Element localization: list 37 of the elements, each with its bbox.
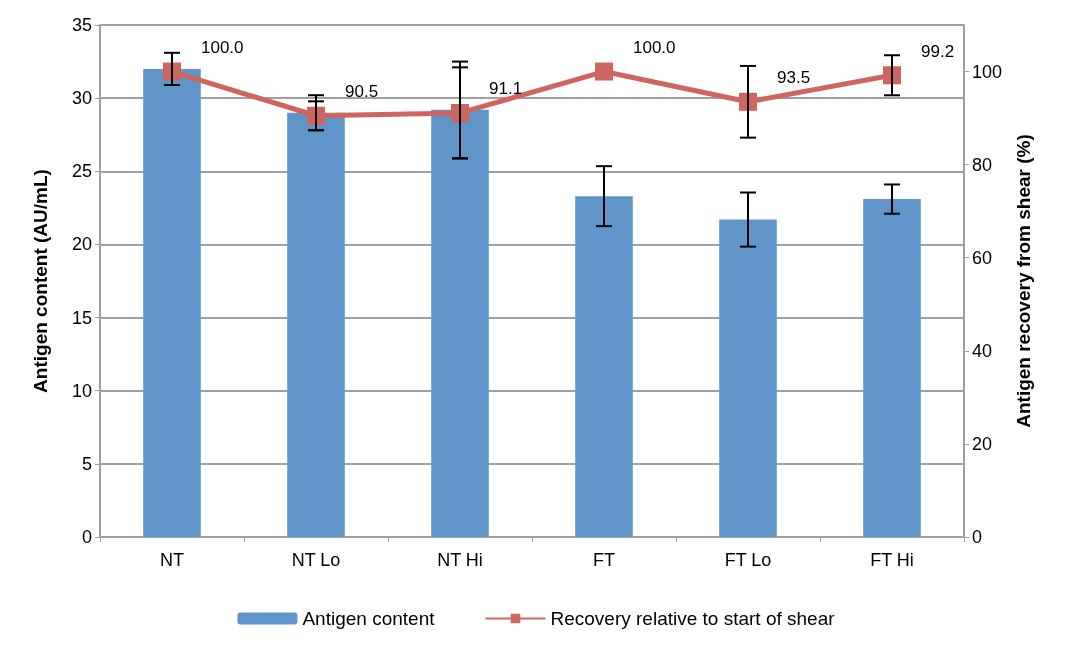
bar <box>575 196 633 537</box>
y2-tick-label: 60 <box>972 247 993 268</box>
y-axis-title: Antigen content (AU/mL) <box>30 169 51 393</box>
x-tick-label: NT Lo <box>291 550 341 570</box>
y-tick-label: 25 <box>71 161 92 182</box>
legend-label: Recovery relative to start of shear <box>550 608 836 629</box>
data-label: 99.2 <box>921 41 955 61</box>
y-tick-label: 30 <box>71 88 92 109</box>
data-label: 90.5 <box>345 82 379 102</box>
data-label: 100.0 <box>201 38 244 58</box>
data-label: 93.5 <box>777 68 811 88</box>
y-tick-label: 10 <box>71 380 92 401</box>
x-tick-label: NT Hi <box>437 550 483 570</box>
y2-tick-label: 0 <box>972 527 983 547</box>
x-tick-label: FT <box>593 550 615 570</box>
data-label: 91.1 <box>489 79 523 99</box>
y2-tick-label: 40 <box>972 340 993 361</box>
x-tick-label: FT Lo <box>724 550 772 570</box>
bar <box>719 219 777 537</box>
y2-tick-label: 100 <box>972 61 1003 82</box>
point <box>595 62 613 81</box>
y-tick-label: 20 <box>71 234 92 255</box>
y-tick-label: 35 <box>71 15 92 35</box>
x-tick-label: FT Hi <box>870 550 914 570</box>
x-tick-label: NT <box>160 550 184 570</box>
y2-tick-label: 80 <box>972 154 993 175</box>
y-tick-label: 5 <box>81 453 92 474</box>
bar <box>143 68 201 537</box>
data-label: 100.0 <box>633 38 676 58</box>
bar <box>431 109 489 537</box>
bar <box>863 199 921 537</box>
y-tick-label: 0 <box>81 527 92 547</box>
y-tick-label: 15 <box>71 307 92 328</box>
y2-tick-label: 20 <box>972 433 993 454</box>
y2-axis-title: Antigen recovery from shear (%) <box>1013 134 1034 428</box>
legend-label: Antigen content <box>302 608 436 629</box>
bar <box>287 112 345 537</box>
